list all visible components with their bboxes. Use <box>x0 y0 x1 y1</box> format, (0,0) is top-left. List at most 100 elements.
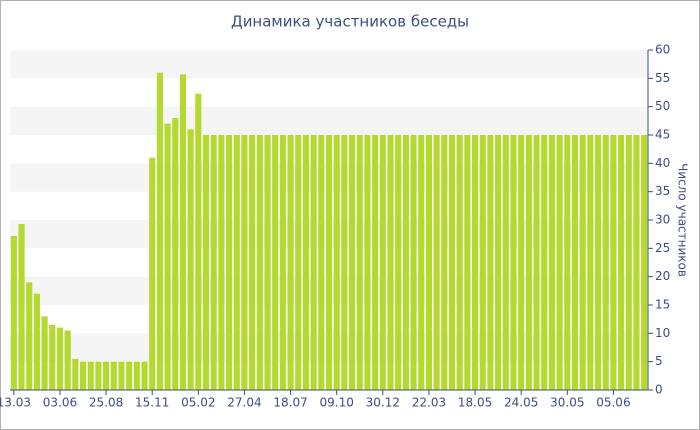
bar <box>495 135 502 390</box>
x-tick-label: 18.05 <box>458 396 492 410</box>
bar <box>410 135 417 390</box>
x-tick-label: 22.03 <box>412 396 446 410</box>
x-tick-label: 03.06 <box>43 396 77 410</box>
x-tick-label: 09.10 <box>320 396 354 410</box>
bar <box>525 135 532 390</box>
bar <box>418 135 425 390</box>
x-tick-label: 30.05 <box>550 396 584 410</box>
bar <box>641 135 648 390</box>
y-tick-label: 15 <box>655 298 670 312</box>
bar <box>487 135 494 390</box>
bar <box>372 135 379 390</box>
bar <box>56 327 64 390</box>
y-tick-label: 25 <box>655 241 670 255</box>
bar <box>202 135 210 390</box>
bar <box>187 129 194 391</box>
bar <box>448 135 456 390</box>
y-tick-label: 60 <box>655 43 670 57</box>
x-tick-label: 30.12 <box>366 396 400 410</box>
bar <box>72 358 79 390</box>
bar <box>249 135 256 390</box>
bar <box>541 135 548 390</box>
x-tick-label: 05.02 <box>181 396 215 410</box>
bar <box>510 135 517 390</box>
bar <box>41 316 48 390</box>
bar <box>302 135 310 390</box>
bar <box>548 135 555 390</box>
bar <box>318 135 325 390</box>
grid-band <box>10 106 648 135</box>
y-axis-label: Число участников <box>676 163 690 277</box>
bar <box>256 135 263 390</box>
y-tick-label: 35 <box>655 184 670 198</box>
bar <box>533 135 540 390</box>
bar <box>625 135 632 390</box>
bar <box>279 135 286 390</box>
y-tick-label: 30 <box>655 213 670 227</box>
bar <box>479 135 486 390</box>
bar <box>587 135 594 390</box>
bar <box>594 135 602 390</box>
bar <box>571 135 579 390</box>
x-tick-label: 05.06 <box>596 396 630 410</box>
y-tick-label: 10 <box>655 326 670 340</box>
bar <box>325 135 333 390</box>
bar <box>79 361 87 390</box>
bar <box>118 361 125 390</box>
y-tick-label: 5 <box>655 354 663 368</box>
bar <box>356 135 363 390</box>
bar <box>441 135 448 390</box>
bar <box>272 135 279 390</box>
bar <box>402 135 409 390</box>
y-tick-label: 45 <box>655 128 670 142</box>
bar <box>172 118 179 390</box>
y-tick-label: 40 <box>655 156 670 170</box>
bar <box>164 123 171 391</box>
bar <box>210 135 217 390</box>
bar <box>364 135 371 390</box>
bar <box>433 135 440 390</box>
bar <box>295 135 302 390</box>
bar <box>225 135 233 390</box>
bar <box>579 135 586 390</box>
bar <box>564 135 571 390</box>
bar <box>287 135 294 390</box>
bar <box>18 223 25 390</box>
bar <box>471 135 479 390</box>
bar <box>149 157 156 390</box>
x-tick-label: 24.05 <box>504 396 538 410</box>
bar <box>348 135 356 390</box>
x-tick-label: 27.04 <box>227 396 261 410</box>
bar <box>387 135 394 390</box>
bar <box>126 361 133 390</box>
grid-band <box>10 50 648 79</box>
y-tick-label: 55 <box>655 71 670 85</box>
bar <box>518 135 525 390</box>
bar <box>310 135 317 390</box>
bar <box>26 282 33 390</box>
bar <box>633 135 640 390</box>
bar <box>95 361 102 390</box>
bar <box>456 135 463 390</box>
bar <box>179 74 187 390</box>
bar <box>156 72 163 391</box>
chart-title: Динамика участников беседы <box>231 13 469 31</box>
bar <box>602 135 609 390</box>
bar <box>195 93 202 390</box>
bar <box>218 135 225 390</box>
bar <box>241 135 248 390</box>
bar <box>395 135 402 390</box>
bar <box>33 293 40 390</box>
bar <box>110 361 117 390</box>
x-tick-label: 13.03 <box>0 396 31 410</box>
x-tick-label: 25.08 <box>89 396 123 410</box>
bar <box>379 135 386 390</box>
bar <box>264 135 271 390</box>
bar <box>425 135 433 390</box>
bar <box>64 330 71 390</box>
bar <box>87 361 94 390</box>
bar <box>233 135 240 390</box>
y-tick-label: 50 <box>655 99 670 113</box>
x-tick-label: 18.07 <box>273 396 307 410</box>
